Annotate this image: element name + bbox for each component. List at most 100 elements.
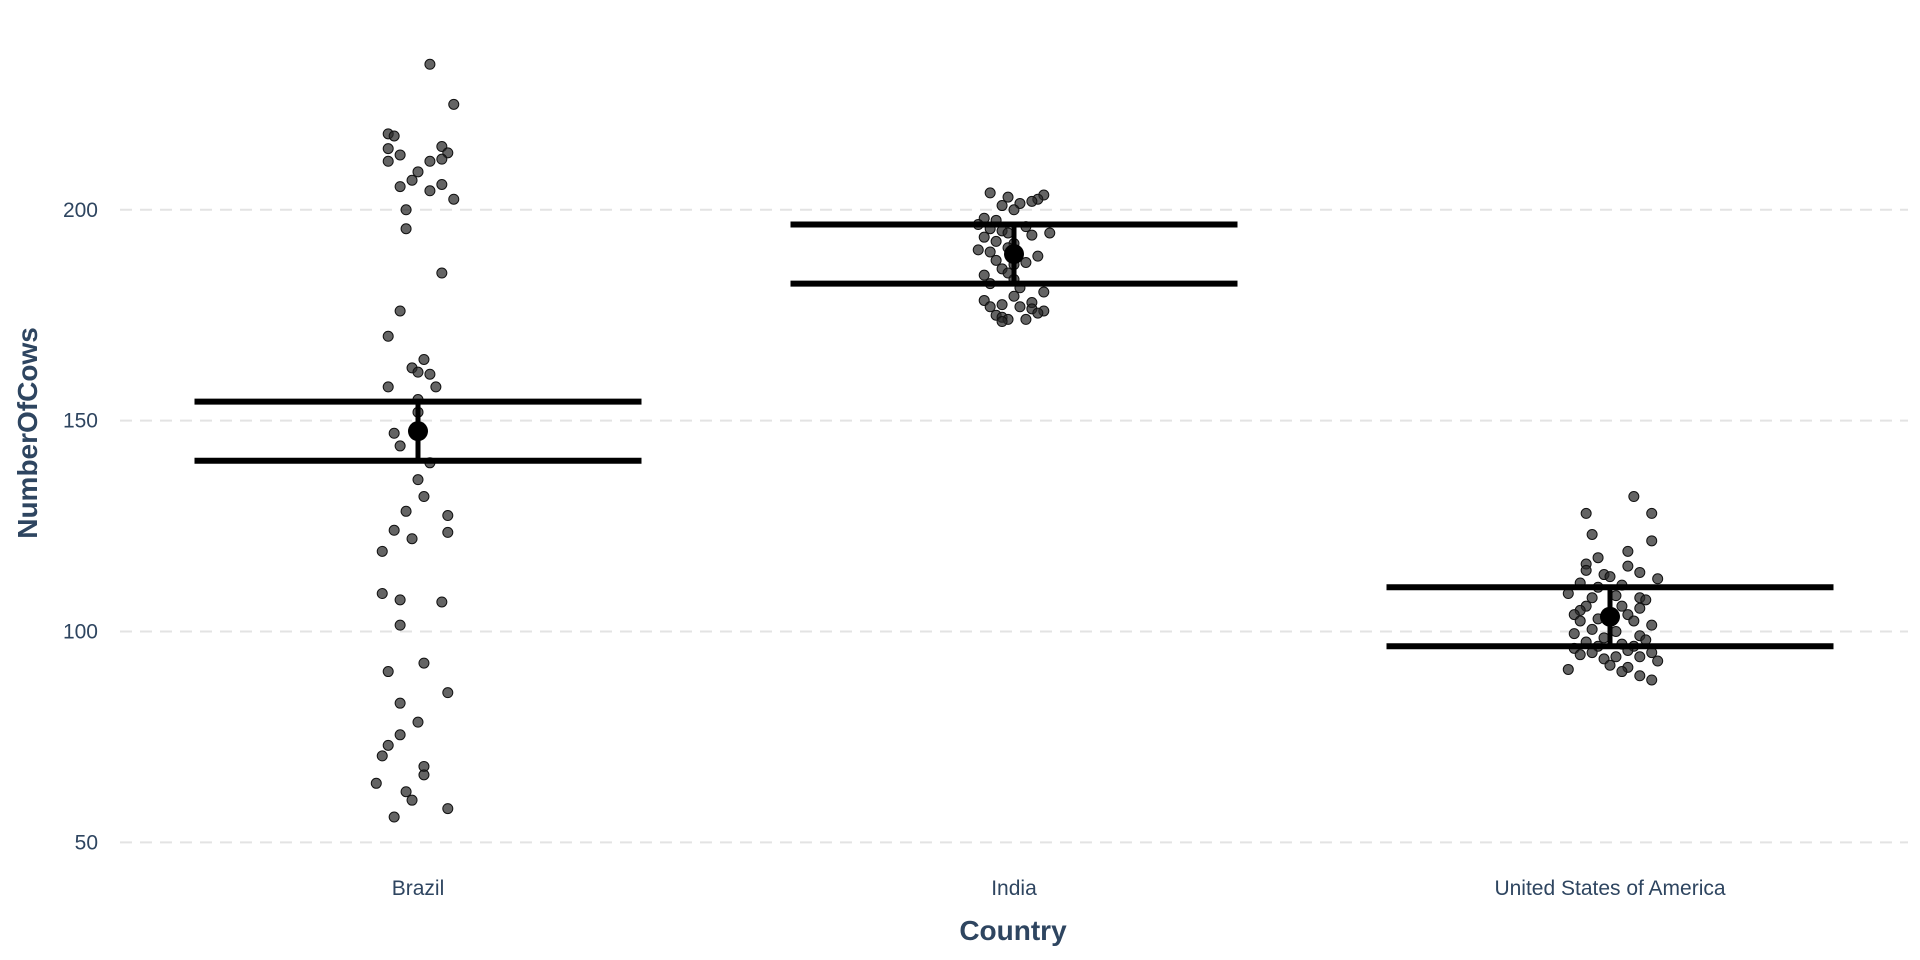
data-point xyxy=(1014,301,1026,313)
data-point xyxy=(382,330,394,342)
data-point xyxy=(1622,560,1634,572)
data-point xyxy=(1044,227,1056,239)
data-point xyxy=(406,533,418,545)
data-point xyxy=(984,301,996,313)
data-point xyxy=(1008,204,1020,216)
data-point xyxy=(400,204,412,216)
data-point xyxy=(418,491,430,503)
data-point xyxy=(1038,286,1050,298)
data-point xyxy=(996,299,1008,311)
data-point xyxy=(990,254,1002,266)
data-point xyxy=(424,185,436,197)
data-point xyxy=(1026,195,1038,207)
data-point xyxy=(376,588,388,600)
data-point xyxy=(412,366,424,378)
data-point xyxy=(1652,573,1664,585)
data-point xyxy=(394,594,406,606)
data-point xyxy=(1634,566,1646,578)
data-point xyxy=(382,381,394,393)
data-point xyxy=(412,166,424,178)
data-point xyxy=(1646,507,1658,519)
data-point xyxy=(448,98,460,110)
x-tick-labels: Brazil India United States of America xyxy=(392,877,1726,900)
data-point xyxy=(1574,649,1586,661)
data-point xyxy=(388,524,400,536)
data-point xyxy=(1002,191,1014,203)
data-point xyxy=(990,235,1002,247)
y-tick-label-100: 100 xyxy=(63,620,98,643)
group-india xyxy=(790,187,1238,328)
x-axis-title: Country xyxy=(959,915,1067,946)
data-point xyxy=(1020,313,1032,325)
data-point xyxy=(388,427,400,439)
data-point xyxy=(984,246,996,258)
group-united-states-of-america xyxy=(1386,491,1834,686)
data-point xyxy=(394,305,406,317)
data-point xyxy=(388,130,400,142)
data-point xyxy=(1032,307,1044,319)
data-point xyxy=(1008,290,1020,302)
data-point xyxy=(442,687,454,699)
data-point xyxy=(1020,256,1032,268)
data-point xyxy=(1568,628,1580,640)
x-tick-label: India xyxy=(991,877,1037,900)
data-point xyxy=(1562,663,1574,675)
data-point xyxy=(406,794,418,806)
data-point xyxy=(394,440,406,452)
data-point xyxy=(394,181,406,193)
data-point xyxy=(1634,602,1646,614)
y-tick-labels: 50 100 150 200 xyxy=(63,199,98,855)
data-point xyxy=(978,269,990,281)
mean-point xyxy=(1004,244,1024,265)
y-axis-title: NumberOfCows xyxy=(12,327,43,539)
data-point xyxy=(412,474,424,486)
group-brazil xyxy=(194,58,642,823)
data-point xyxy=(1586,592,1598,604)
data-point xyxy=(382,739,394,751)
data-point xyxy=(418,353,430,365)
data-point xyxy=(430,381,442,393)
data-point xyxy=(382,143,394,155)
data-point xyxy=(1616,600,1628,612)
data-point xyxy=(996,316,1008,328)
data-point xyxy=(1640,594,1652,606)
data-point xyxy=(418,769,430,781)
data-point xyxy=(1610,651,1622,663)
data-point xyxy=(442,510,454,522)
x-tick-label: Brazil xyxy=(392,877,445,900)
data-point xyxy=(436,178,448,190)
data-point xyxy=(978,231,990,243)
data-point xyxy=(382,155,394,167)
data-point xyxy=(394,149,406,161)
data-point xyxy=(1646,674,1658,686)
x-tick-label: United States of America xyxy=(1494,877,1725,900)
data-point xyxy=(424,155,436,167)
data-point xyxy=(436,596,448,608)
data-point xyxy=(1604,659,1616,671)
data-point xyxy=(370,777,382,789)
data-point xyxy=(1652,655,1664,667)
data-point xyxy=(1592,552,1604,564)
data-point xyxy=(1574,615,1586,627)
y-tick-label-150: 150 xyxy=(63,410,98,433)
y-tick-label-50: 50 xyxy=(75,831,98,854)
data-point xyxy=(382,666,394,678)
data-point xyxy=(1580,507,1592,519)
data-point xyxy=(448,193,460,205)
data-point xyxy=(1580,564,1592,576)
data-point xyxy=(1586,623,1598,635)
data-point xyxy=(1634,651,1646,663)
mean-point xyxy=(1600,606,1620,627)
mean-point xyxy=(408,421,428,442)
data-point xyxy=(442,803,454,815)
data-point xyxy=(436,267,448,279)
data-point xyxy=(400,505,412,517)
data-point xyxy=(400,223,412,235)
data-point xyxy=(1634,670,1646,682)
data-point xyxy=(1646,619,1658,631)
data-point xyxy=(1026,229,1038,241)
data-point xyxy=(418,657,430,669)
data-groups xyxy=(194,58,1834,823)
data-point xyxy=(376,545,388,557)
